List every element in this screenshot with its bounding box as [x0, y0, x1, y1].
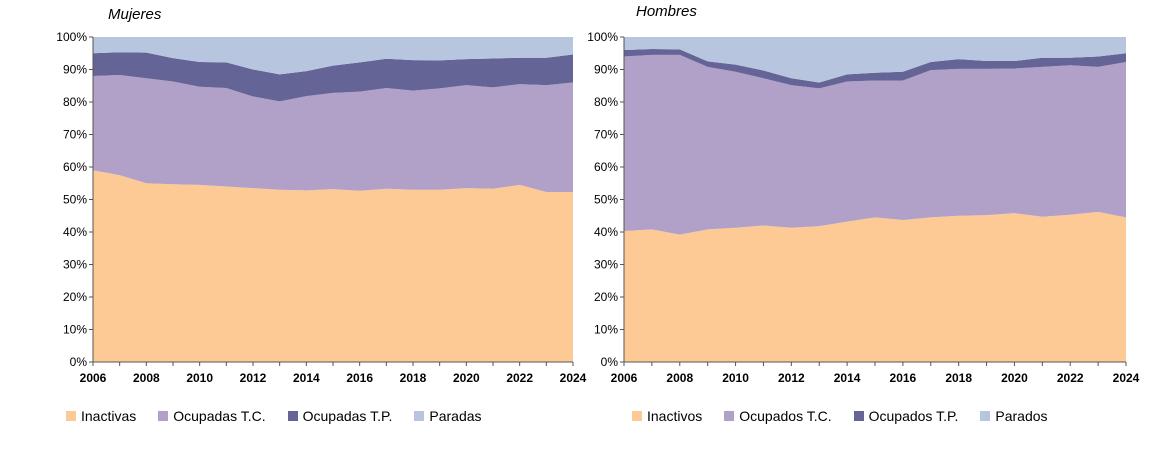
- legend-swatch: [853, 411, 864, 421]
- chart-title-hombres: Hombres: [636, 3, 697, 20]
- x-tick-label: 2008: [666, 371, 693, 385]
- legend-item: Ocupadas T.P.: [287, 408, 393, 424]
- legend-label: Inactivos: [647, 408, 703, 424]
- legend-swatch: [158, 411, 169, 421]
- x-tick-label: 2012: [240, 371, 267, 385]
- y-tick-label: 80%: [63, 95, 87, 109]
- legend-swatch: [980, 411, 991, 421]
- y-tick-label: 0%: [70, 355, 88, 369]
- y-tick-label: 80%: [594, 95, 618, 109]
- legend-label: Inactivas: [81, 408, 137, 424]
- x-tick-label: 2008: [133, 371, 160, 385]
- y-tick-label: 10%: [63, 323, 87, 337]
- x-tick-label: 2018: [945, 371, 972, 385]
- x-tick-label: 2014: [293, 371, 320, 385]
- y-tick-label: 90%: [594, 63, 618, 77]
- x-tick-label: 2022: [1057, 371, 1084, 385]
- x-tick-label: 2022: [506, 371, 533, 385]
- y-tick-label: 50%: [594, 193, 618, 207]
- y-tick-label: 20%: [594, 290, 618, 304]
- legend-mujeres: Inactivas Ocupadas T.C. Ocupadas T.P. Parad…: [66, 408, 504, 424]
- y-tick-label: 40%: [594, 225, 618, 239]
- legend-item: Parados: [980, 408, 1048, 424]
- legend-swatch: [724, 411, 735, 421]
- x-tick-label: 2006: [80, 371, 107, 385]
- legend-label: Ocupadas T.P.: [302, 408, 393, 424]
- y-tick-label: 30%: [63, 258, 87, 272]
- area-ocupadas-t-p: [93, 52, 573, 102]
- x-tick-label: 2010: [186, 371, 213, 385]
- x-tick-label: 2018: [400, 371, 427, 385]
- legend-swatch: [632, 411, 642, 421]
- x-tick-label: 2014: [834, 371, 861, 385]
- legend-swatch: [414, 411, 425, 421]
- x-tick-label: 2024: [560, 371, 587, 385]
- legend-label: Parados: [995, 408, 1048, 424]
- legend-swatch: [66, 411, 76, 421]
- y-tick-label: 70%: [594, 128, 618, 142]
- y-tick-label: 60%: [63, 160, 87, 174]
- y-tick-label: 60%: [594, 160, 618, 174]
- area-ocupados-t-p: [624, 49, 1126, 89]
- y-tick-label: 30%: [594, 258, 618, 272]
- area-parados: [624, 37, 1126, 83]
- legend-item: Ocupados T.C.: [724, 408, 832, 424]
- area-paradas: [93, 37, 573, 75]
- legend-swatch: [287, 411, 298, 421]
- x-tick-label: 2006: [611, 371, 638, 385]
- legend-item: Paradas: [414, 408, 482, 424]
- y-tick-label: 100%: [56, 30, 87, 44]
- x-tick-label: 2024: [1113, 371, 1140, 385]
- y-tick-label: 50%: [63, 193, 87, 207]
- legend-item: Ocupadas T.C.: [158, 408, 266, 424]
- chart-title-mujeres: Mujeres: [108, 6, 162, 23]
- x-tick-label: 2016: [346, 371, 373, 385]
- y-tick-label: 0%: [601, 355, 619, 369]
- area-inactivos: [624, 211, 1126, 362]
- x-tick-label: 2012: [778, 371, 805, 385]
- legend-hombres: Inactivos Ocupados T.C. Ocupados T.P. Parad…: [632, 408, 1070, 424]
- y-tick-label: 10%: [594, 323, 618, 337]
- x-tick-label: 2010: [722, 371, 749, 385]
- legend-label: Paradas: [429, 408, 482, 424]
- legend-label: Ocupadas T.C.: [173, 408, 266, 424]
- y-tick-label: 90%: [63, 63, 87, 77]
- x-tick-label: 2016: [890, 371, 917, 385]
- y-tick-label: 100%: [587, 30, 618, 44]
- legend-label: Ocupados T.P.: [868, 408, 959, 424]
- y-tick-label: 20%: [63, 290, 87, 304]
- x-tick-label: 2020: [1001, 371, 1028, 385]
- y-tick-label: 70%: [63, 128, 87, 142]
- area-inactivas: [93, 170, 573, 362]
- legend-item: Inactivos: [632, 408, 702, 424]
- y-tick-label: 40%: [63, 225, 87, 239]
- legend-item: Inactivas: [66, 408, 136, 424]
- area-ocupadas-t-c: [93, 75, 573, 193]
- legend-item: Ocupados T.P.: [853, 408, 959, 424]
- x-tick-label: 2020: [453, 371, 480, 385]
- legend-label: Ocupados T.C.: [739, 408, 832, 424]
- area-ocupados-t-c: [624, 54, 1126, 235]
